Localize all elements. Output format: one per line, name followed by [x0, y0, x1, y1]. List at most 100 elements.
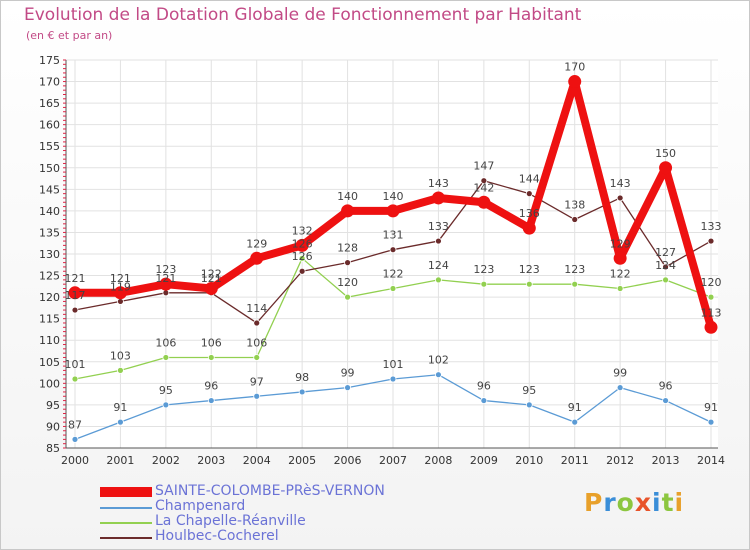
data-label: 126 [292, 250, 313, 263]
data-label: 131 [383, 229, 404, 242]
data-point [253, 392, 261, 400]
proxiti-logo: Proxiti [584, 488, 685, 517]
data-label: 102 [428, 354, 449, 367]
data-point [616, 194, 624, 202]
chart-subtitle: (en € et par an) [26, 29, 113, 42]
data-point [207, 354, 215, 361]
data-label: 147 [473, 160, 494, 173]
data-label: 95 [159, 384, 173, 397]
data-label: 123 [519, 263, 540, 276]
data-label: 106 [246, 336, 267, 349]
data-point [389, 285, 397, 292]
data-point [659, 161, 673, 175]
data-point [162, 354, 170, 361]
data-point [707, 293, 715, 301]
data-point [477, 195, 491, 209]
data-label: 87 [68, 418, 82, 431]
data-point [159, 277, 173, 291]
data-label: 96 [659, 380, 673, 393]
data-point [616, 384, 624, 392]
legend-swatch-houlbec [100, 537, 152, 539]
y-tick-label: 175 [39, 54, 60, 67]
data-label: 121 [110, 272, 131, 285]
data-point [435, 371, 442, 379]
data-point [207, 397, 215, 404]
chart-title: Evolution de la Dotation Globale de Fonc… [24, 5, 582, 25]
x-tick-label: 2007 [379, 454, 407, 467]
y-tick-label: 100 [39, 377, 60, 390]
data-point [525, 190, 533, 198]
data-label: 120 [337, 276, 358, 289]
legend-label-sainte-colombe: SAINTE-COLOMBE-PRèS-VERNON [155, 483, 385, 499]
data-label: 119 [110, 280, 131, 293]
data-point [117, 298, 124, 305]
x-tick-label: 2002 [152, 454, 180, 467]
data-point [480, 177, 488, 185]
data-label: 91 [704, 401, 718, 414]
x-tick-label: 2008 [424, 454, 452, 467]
data-point [525, 401, 533, 409]
data-label: 99 [341, 367, 355, 380]
data-label: 99 [613, 367, 627, 380]
data-point [389, 375, 397, 383]
data-point [435, 276, 442, 284]
data-label: 150 [655, 147, 676, 160]
data-label: 140 [337, 190, 358, 203]
data-point [662, 397, 669, 404]
data-label: 140 [383, 190, 404, 203]
data-label: 97 [250, 375, 264, 388]
data-point [613, 251, 627, 265]
y-tick-label: 165 [39, 97, 60, 110]
data-label: 95 [522, 384, 536, 397]
legend-swatch-la-chapelle [100, 522, 152, 524]
y-tick-label: 120 [39, 291, 60, 304]
data-point [522, 221, 536, 235]
data-label: 126 [292, 237, 313, 250]
data-label: 136 [519, 207, 540, 220]
data-point [571, 418, 579, 426]
data-point [298, 254, 306, 262]
y-tick-label: 85 [46, 442, 60, 455]
data-label: 117 [65, 289, 86, 302]
data-point [571, 280, 579, 288]
data-point [204, 281, 218, 295]
data-label: 133 [701, 220, 722, 233]
data-label: 142 [473, 181, 494, 194]
data-point [435, 237, 442, 245]
data-label: 123 [155, 263, 176, 276]
data-label: 122 [383, 267, 404, 280]
data-label: 106 [201, 336, 222, 349]
data-label: 122 [610, 267, 631, 280]
data-point [71, 435, 79, 443]
legend-swatch-sainte-colombe [100, 487, 152, 497]
data-label: 138 [564, 199, 585, 212]
x-tick-label: 2004 [243, 454, 271, 467]
data-point [295, 238, 309, 252]
data-label: 144 [519, 173, 540, 186]
x-tick-label: 2003 [197, 454, 225, 467]
data-label: 103 [110, 349, 131, 362]
data-point [616, 285, 624, 292]
x-tick-label: 2006 [334, 454, 362, 467]
data-label: 96 [477, 380, 491, 393]
y-tick-label: 140 [39, 205, 60, 218]
data-label: 123 [564, 263, 585, 276]
data-label: 91 [568, 401, 582, 414]
y-tick-label: 110 [39, 334, 60, 347]
data-label: 96 [204, 380, 218, 393]
data-label: 101 [65, 358, 86, 371]
data-label: 91 [113, 401, 127, 414]
data-point [250, 251, 264, 265]
data-point [704, 320, 718, 334]
data-point [344, 259, 351, 267]
data-point [162, 289, 170, 297]
y-tick-label: 155 [39, 140, 60, 153]
data-label: 123 [473, 263, 494, 276]
x-tick-label: 2013 [652, 454, 680, 467]
data-point [389, 246, 397, 254]
data-point [568, 75, 582, 89]
data-point [117, 366, 124, 374]
data-point [162, 401, 170, 409]
data-point [71, 306, 79, 314]
x-tick-label: 2000 [61, 454, 89, 467]
